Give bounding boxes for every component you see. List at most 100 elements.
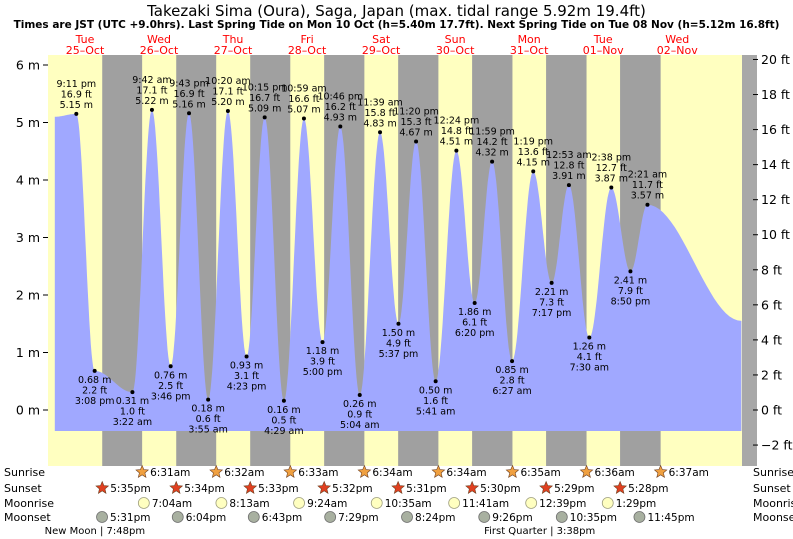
tide-point: [262, 115, 267, 120]
high-tide-label: 12:53 am: [546, 150, 591, 161]
low-tide-label: 0.6 ft: [196, 414, 221, 425]
sunset-icon: [95, 480, 110, 494]
tide-area: [54, 109, 742, 432]
tide-point: [357, 393, 362, 398]
sunrise-icon: [579, 464, 594, 478]
sun-moon-table: Sunrise Sunrise Sunset Sunset Moonrise Moonri…: [4, 464, 793, 537]
tide-point: [74, 111, 79, 116]
tide-point: [414, 139, 419, 144]
day-date: 27–Oct: [214, 44, 253, 57]
high-tide-label: 10:15 pm: [242, 82, 288, 93]
moonset-icon: [96, 511, 108, 523]
sunrise-time: 6:32am: [224, 467, 264, 479]
low-tide-label: 4:23 pm: [227, 382, 267, 393]
low-tide-label: 1.26 m: [573, 342, 606, 353]
y-right-tick-label: 8 ft: [761, 262, 782, 277]
moonset-time: 5:31pm: [110, 512, 150, 524]
high-tide-label: 2:38 pm: [591, 152, 631, 163]
y-left-tick-label: 0 m: [16, 403, 40, 418]
day-date: 01–Nov: [583, 44, 624, 57]
moonrise-time: 12:39pm: [539, 498, 586, 510]
low-tide-label: 1.18 m: [306, 346, 339, 357]
sunrise-time: 6:34am: [372, 467, 412, 479]
tide-point: [225, 109, 230, 113]
high-tide-label: 12.7 ft: [596, 163, 627, 174]
tide-point: [645, 202, 650, 207]
row-label-left: Sunrise: [4, 466, 45, 479]
moonset-icon: [555, 511, 568, 523]
low-tide-label: 0.85 m: [495, 365, 528, 376]
row-label-right: Sunset: [753, 482, 791, 495]
day-name: Sat: [372, 33, 391, 46]
low-tide-label: 0.50 m: [419, 385, 452, 396]
high-tide-label: 2:21 am: [628, 170, 667, 181]
sunrise-icon: [283, 464, 298, 478]
low-tide-label: 2.21 m: [535, 287, 568, 298]
row-label-left: Sunset: [4, 482, 42, 495]
high-tide-label: 5.16 m: [172, 99, 205, 110]
moonrise-time: 9:24am: [307, 498, 347, 510]
y-right-tick-label: 14 ft: [761, 157, 790, 172]
day-name: Tue: [593, 33, 613, 46]
moonset-icon: [401, 511, 413, 523]
tide-point: [549, 280, 554, 285]
low-tide-label: 1.0 ft: [120, 407, 145, 418]
y-right-tick-label: 12 ft: [761, 192, 790, 207]
sunset-time: 5:35pm: [110, 483, 150, 495]
low-tide-label: 7.3 ft: [539, 297, 564, 308]
moonset-time: 6:43pm: [262, 512, 302, 524]
moonrise-icon: [137, 497, 150, 509]
sunrise-time: 6:34am: [446, 467, 486, 479]
moonset-icon: [633, 511, 646, 523]
low-tide-label: 1.6 ft: [423, 396, 448, 407]
moonrise-time: 11:41am: [462, 498, 509, 510]
tide-point: [206, 397, 211, 402]
high-tide-label: 10:20 am: [205, 76, 250, 87]
high-tide-label: 3.57 m: [631, 191, 664, 202]
y-right-tick-label: 18 ft: [761, 87, 790, 102]
low-tide-label: 5:04 am: [340, 420, 379, 431]
high-tide-label: 4.15 m: [517, 157, 550, 168]
low-tide-label: 3:22 am: [113, 417, 152, 428]
tide-point: [187, 111, 192, 116]
day-name: Fri: [301, 33, 314, 46]
high-tide-label: 4.93 m: [324, 113, 357, 124]
tide-point: [130, 390, 135, 395]
moonrise-icon: [370, 497, 383, 509]
sunset-icon: [465, 480, 480, 494]
high-tide-label: 17.1 ft: [136, 85, 167, 96]
low-tide-label: 7:30 am: [570, 363, 609, 374]
sunset-time: 5:32pm: [332, 483, 372, 495]
day-date: 28–Oct: [288, 44, 327, 57]
moonrise-icon: [448, 497, 461, 509]
low-tide-label: 3:46 pm: [151, 391, 191, 402]
tide-point: [396, 321, 401, 326]
low-tide-label: 5:41 am: [416, 406, 455, 417]
day-name: Mon: [518, 33, 541, 46]
high-tide-label: 5.20 m: [211, 97, 244, 108]
tide-point: [301, 116, 306, 121]
tide-point: [609, 185, 614, 190]
y-right-tick-label: 6 ft: [761, 297, 782, 312]
chart-subtitle: Times are JST (UTC +9.0hrs). Last Spring…: [13, 19, 780, 31]
high-tide-label: 12.8 ft: [553, 161, 584, 172]
y-right-tick-label: 4 ft: [761, 332, 782, 347]
right-axis-strip: [742, 55, 757, 466]
sunset-time: 5:30pm: [480, 483, 520, 495]
high-tide-label: 5.15 m: [60, 100, 93, 111]
high-tide-label: 17.1 ft: [212, 87, 243, 98]
day-name: Tue: [75, 33, 95, 46]
tide-point: [92, 368, 97, 373]
day-date: 25–Oct: [66, 44, 105, 57]
day-headers: Tue25–OctWed26–OctThu27–OctFri28–OctSat2…: [66, 33, 698, 57]
sunrise-time: 6:37am: [669, 467, 709, 479]
low-tide-label: 0.68 m: [78, 375, 111, 386]
moonset-time: 11:45pm: [647, 512, 694, 524]
high-tide-label: 4.51 m: [440, 137, 473, 148]
high-tide-label: 11.7 ft: [632, 180, 663, 191]
high-tide-label: 5.09 m: [248, 103, 281, 114]
low-tide-label: 0.5 ft: [271, 415, 296, 426]
y-right-tick-label: 10 ft: [761, 227, 790, 242]
